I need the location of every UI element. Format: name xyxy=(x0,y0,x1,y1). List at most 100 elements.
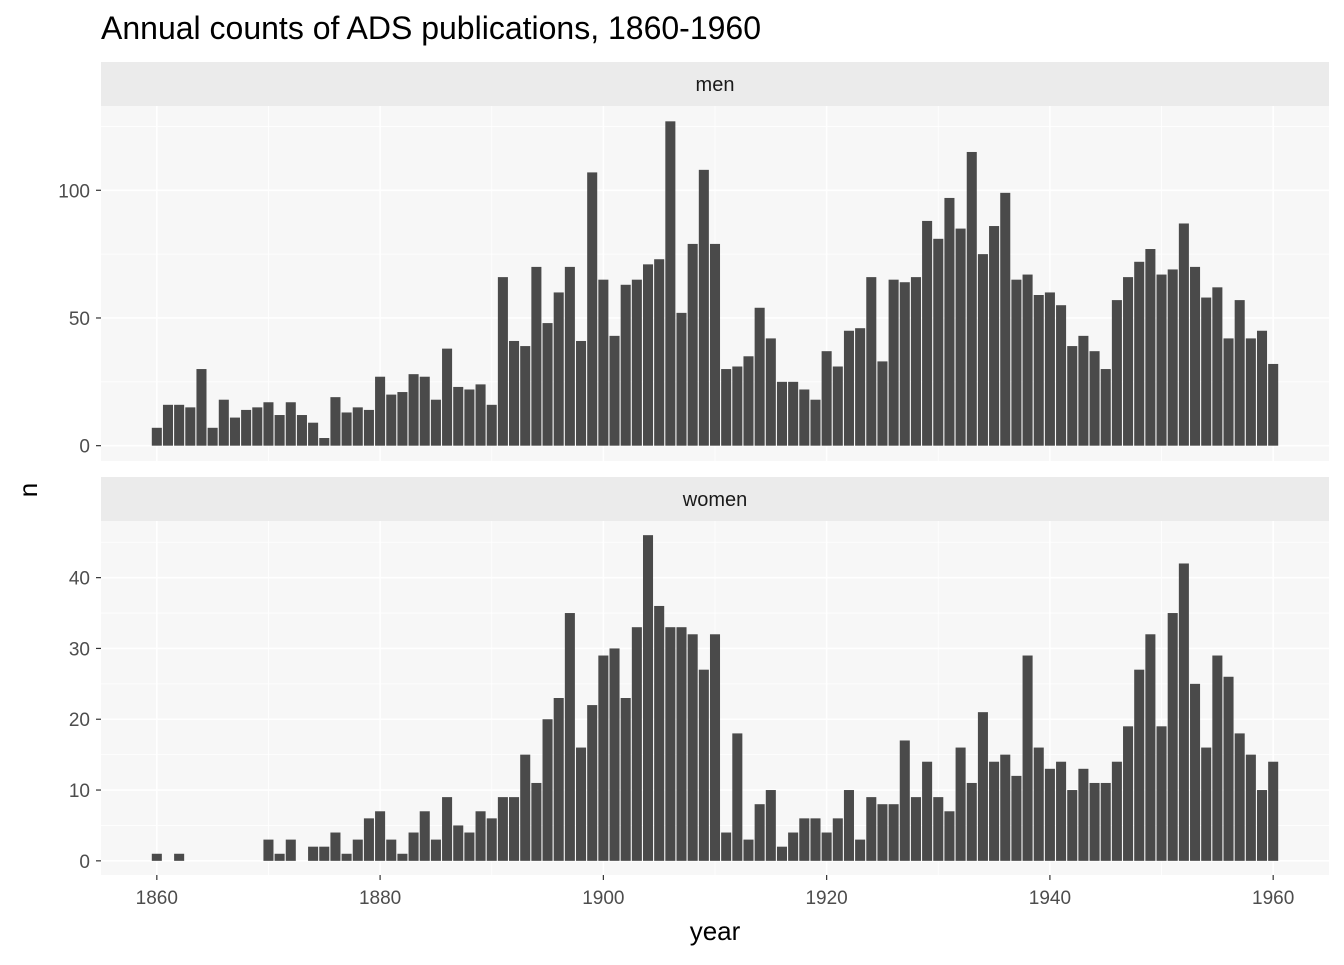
bar-men-1947 xyxy=(1123,277,1134,446)
bar-women-1881 xyxy=(386,839,397,861)
bar-series-men xyxy=(151,121,1279,446)
x-tick-label: 1940 xyxy=(1029,888,1071,909)
x-tick-label: 1860 xyxy=(136,888,178,909)
bar-men-1936 xyxy=(1000,192,1011,446)
bar-men-1876 xyxy=(330,397,341,446)
bar-women-1888 xyxy=(464,832,475,861)
bar-men-1888 xyxy=(464,389,475,446)
bar-women-1913 xyxy=(743,839,754,861)
bar-women-1958 xyxy=(1245,754,1256,861)
bar-men-1914 xyxy=(754,307,765,446)
bar-men-1881 xyxy=(386,394,397,446)
bar-men-1939 xyxy=(1033,294,1044,446)
bar-men-1869 xyxy=(252,407,263,446)
bar-men-1932 xyxy=(955,228,966,446)
bar-men-1902 xyxy=(620,284,631,446)
bar-women-1921 xyxy=(832,818,843,861)
bar-women-1932 xyxy=(955,747,966,861)
bar-women-1950 xyxy=(1156,726,1167,861)
bar-men-1893 xyxy=(520,346,531,446)
bar-men-1864 xyxy=(196,369,207,446)
bar-men-1891 xyxy=(497,277,508,446)
bar-women-1874 xyxy=(308,846,319,861)
bar-men-1879 xyxy=(363,409,374,446)
bar-men-1935 xyxy=(989,226,1000,446)
bar-men-1912 xyxy=(732,366,743,446)
y-tick-label: 30 xyxy=(69,639,90,660)
bar-men-1923 xyxy=(855,328,866,446)
bar-men-1937 xyxy=(1011,279,1022,446)
bar-men-1954 xyxy=(1201,297,1212,446)
bar-men-1946 xyxy=(1111,300,1122,446)
bar-men-1872 xyxy=(285,402,296,446)
bar-women-1909 xyxy=(698,669,709,861)
bar-women-1885 xyxy=(430,839,441,861)
bar-men-1940 xyxy=(1044,292,1055,446)
bar-men-1944 xyxy=(1089,351,1100,446)
bar-women-1906 xyxy=(665,627,676,861)
bar-women-1939 xyxy=(1033,747,1044,861)
bar-men-1863 xyxy=(185,407,196,446)
bar-women-1955 xyxy=(1212,655,1223,861)
bar-men-1880 xyxy=(375,376,386,446)
y-tick-label: 20 xyxy=(69,710,90,731)
bar-men-1931 xyxy=(944,197,955,446)
bar-men-1910 xyxy=(709,243,721,446)
bar-women-1936 xyxy=(1000,754,1011,861)
bar-men-1952 xyxy=(1178,223,1189,446)
bar-men-1889 xyxy=(475,384,486,446)
bar-men-1953 xyxy=(1190,266,1201,446)
bar-women-1897 xyxy=(564,613,575,861)
bar-women-1903 xyxy=(631,627,642,861)
bar-women-1937 xyxy=(1011,775,1022,861)
bar-men-1911 xyxy=(721,369,732,446)
facet-panel-women: women 0 10 20 30 40 xyxy=(69,477,1329,875)
bar-men-1899 xyxy=(587,172,598,446)
bar-women-1951 xyxy=(1167,613,1178,861)
bar-men-1901 xyxy=(609,335,620,446)
bar-women-1882 xyxy=(397,853,408,861)
bar-women-1924 xyxy=(866,797,877,861)
bar-women-1952 xyxy=(1178,563,1189,861)
bar-men-1950 xyxy=(1156,274,1167,446)
bar-women-1893 xyxy=(520,754,531,861)
bar-women-1922 xyxy=(843,790,854,861)
bar-women-1917 xyxy=(788,832,799,861)
bar-women-1957 xyxy=(1234,733,1245,861)
y-tick-label: 0 xyxy=(79,437,90,458)
bar-men-1885 xyxy=(430,399,441,446)
x-tick-label: 1960 xyxy=(1252,888,1294,909)
bar-women-1860 xyxy=(151,853,162,861)
bar-women-1954 xyxy=(1201,747,1212,861)
bar-men-1890 xyxy=(486,404,497,446)
bar-women-1878 xyxy=(352,839,363,861)
facet-strip xyxy=(101,477,1329,521)
bar-men-1903 xyxy=(631,279,642,446)
bar-men-1905 xyxy=(654,259,665,446)
bar-men-1958 xyxy=(1245,338,1256,446)
facet-strip-label: men xyxy=(696,74,735,96)
bar-men-1897 xyxy=(564,266,575,446)
bar-women-1941 xyxy=(1056,761,1067,861)
bar-men-1875 xyxy=(319,438,330,446)
chart-title: Annual counts of ADS publications, 1860-… xyxy=(101,10,761,46)
bar-women-1940 xyxy=(1044,768,1055,861)
bar-women-1942 xyxy=(1067,790,1078,861)
bar-men-1933 xyxy=(966,151,977,446)
bar-women-1948 xyxy=(1134,669,1145,861)
bar-men-1930 xyxy=(933,238,944,446)
bar-women-1904 xyxy=(642,535,654,861)
bar-men-1909 xyxy=(698,169,709,446)
bar-women-1944 xyxy=(1089,782,1100,861)
x-tick-label: 1900 xyxy=(582,888,624,909)
bar-men-1878 xyxy=(352,407,363,446)
bar-men-1928 xyxy=(910,277,921,446)
bar-women-1895 xyxy=(542,719,553,861)
bar-series-women xyxy=(151,535,1279,861)
bar-women-1875 xyxy=(319,846,330,861)
bar-men-1907 xyxy=(676,312,687,446)
bar-women-1884 xyxy=(419,811,430,861)
bar-women-1959 xyxy=(1256,790,1268,861)
bar-women-1905 xyxy=(654,605,665,861)
